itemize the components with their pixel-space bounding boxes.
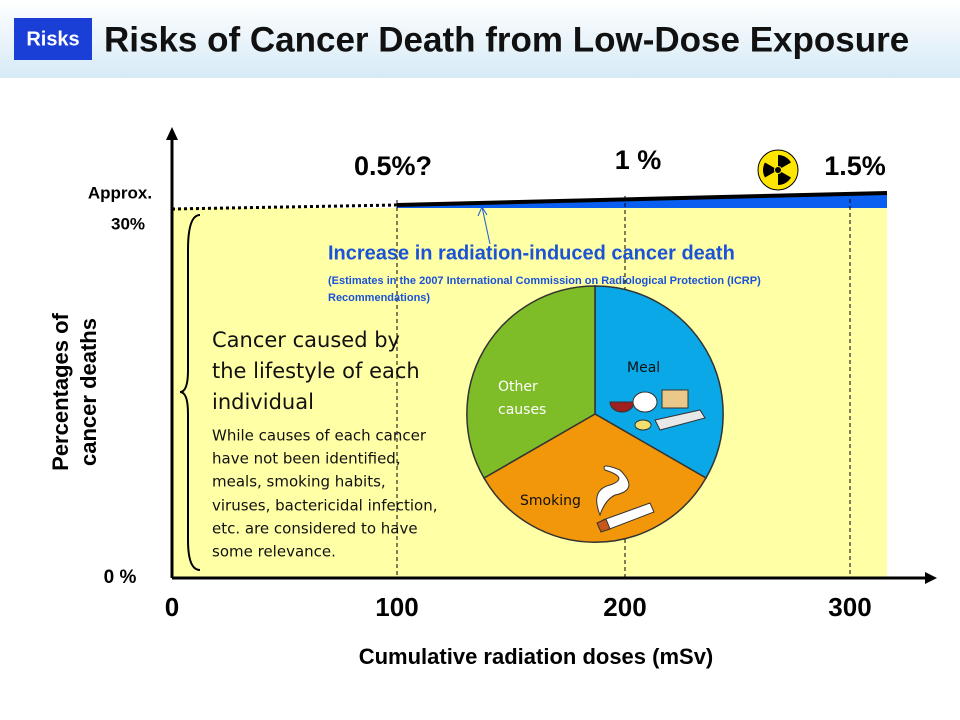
pie-label: Other — [498, 379, 538, 395]
x-tick-label: 0 — [165, 592, 179, 622]
point-label: 0.5%? — [354, 151, 432, 181]
lifestyle-text: have not been identified, — [212, 450, 401, 468]
point-label: 1 % — [615, 145, 662, 175]
pointer — [481, 206, 491, 245]
x-tick-label: 100 — [375, 592, 418, 622]
lifestyle-text: meals, smoking habits, — [212, 473, 386, 491]
y-top-label: 30% — [111, 214, 145, 233]
x-axis-label: Cumulative radiation doses (mSv) — [359, 644, 714, 669]
pie-label: Meal — [627, 360, 660, 376]
lifestyle-text: viruses, bactericidal infection, — [212, 497, 438, 515]
point-label: 1.5% — [824, 151, 886, 181]
y-axis-label: cancer deaths — [76, 318, 101, 466]
pie-label: causes — [498, 402, 546, 418]
radiation-icon — [757, 149, 799, 191]
lifestyle-text: etc. are considered to have — [212, 520, 418, 538]
increase-note: (Estimates in the 2007 International Com… — [328, 275, 761, 287]
increase-note: Recommendations) — [328, 292, 430, 304]
y-arrow — [166, 127, 178, 140]
y-top-label: Approx. — [88, 183, 152, 202]
y-axis-label: Percentages of — [48, 312, 73, 470]
pointer-head — [477, 205, 488, 217]
increase-title: Increase in radiation-induced cancer dea… — [328, 242, 735, 264]
meal-icon — [609, 389, 706, 431]
header-band — [0, 0, 960, 78]
increase-line — [396, 191, 888, 207]
lifestyle-text: some relevance. — [212, 543, 336, 561]
x-tick-label: 300 — [828, 592, 871, 622]
pie-slice — [466, 285, 596, 480]
badge: Risks — [26, 28, 79, 50]
baseline-dotted — [171, 203, 398, 211]
title: Risks of Cancer Death from Low-Dose Expo… — [104, 20, 909, 59]
x-tick-label: 200 — [603, 592, 646, 622]
cigarette-icon — [596, 465, 655, 533]
lifestyle-title: individual — [212, 390, 314, 414]
brace — [179, 214, 201, 571]
lifestyle-title: Cancer caused by — [212, 328, 400, 352]
pie-label: Smoking — [520, 493, 581, 509]
badge-box — [14, 18, 92, 60]
x-arrow — [925, 572, 937, 584]
y-bottom-label: 0 % — [104, 567, 137, 588]
pie-slice — [594, 285, 724, 480]
lifestyle-text: While causes of each cancer — [212, 427, 427, 445]
lifestyle-title: the lifestyle of each — [212, 359, 420, 383]
